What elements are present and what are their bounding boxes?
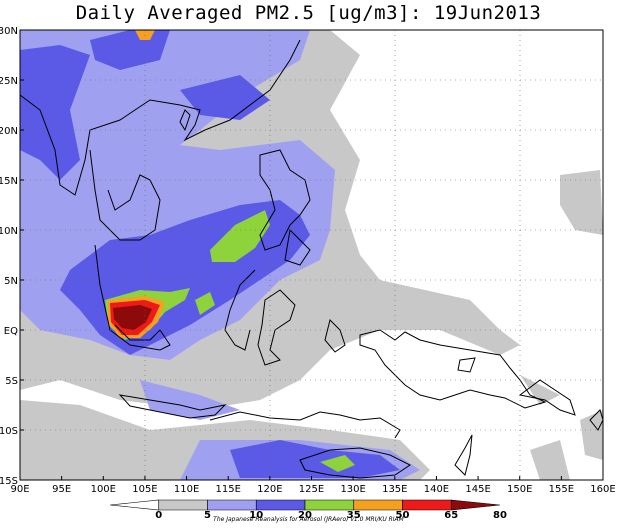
lon-label: 140E — [424, 484, 449, 495]
colorbar-label: 0 — [155, 510, 162, 521]
lon-label: 125E — [299, 484, 324, 495]
latitude-labels: 30N 25N 20N 15N 10N 5N EQ 5S 10S 15S — [0, 26, 24, 487]
lat-label: EQ — [4, 326, 18, 337]
lon-label: 100E — [91, 484, 116, 495]
map-title: Daily Averaged PM2.5 [ug/m3]: 19Jun2013 — [75, 2, 542, 24]
lon-label: 150E — [507, 484, 532, 495]
lat-label: 25N — [0, 76, 18, 87]
colorbar-swatch — [207, 499, 257, 511]
lat-label: 5S — [5, 376, 18, 387]
lat-label: 10N — [0, 226, 18, 237]
lon-label: 135E — [382, 484, 407, 495]
colorbar-swatch — [304, 499, 355, 511]
lat-label: 30N — [0, 26, 18, 37]
lat-label: 20N — [0, 126, 18, 137]
credit-text: The Japanese Reanalysis for Aerosol (JRA… — [213, 516, 404, 523]
lon-label: 115E — [216, 484, 241, 495]
colorbar-swatch — [450, 499, 501, 511]
colorbar-label: 50 — [396, 510, 410, 521]
lon-label: 110E — [174, 484, 199, 495]
lon-label: 130E — [340, 484, 365, 495]
colorbar-label: 65 — [444, 510, 458, 521]
lon-label: 145E — [465, 484, 490, 495]
colorbar-swatch — [109, 499, 160, 511]
colorbar-label: 20 — [298, 510, 312, 521]
lon-label: 105E — [132, 484, 157, 495]
colorbar-swatch — [255, 499, 306, 511]
colorbar-swatch — [402, 499, 452, 511]
lat-label: 15S — [0, 476, 18, 487]
lon-label: 160E — [590, 484, 615, 495]
colorbar-label: 5 — [204, 510, 211, 521]
colorbar: 0 5 10 20 35 50 65 80 — [109, 499, 507, 521]
gridlines — [20, 30, 603, 480]
lon-label: 90E — [10, 484, 29, 495]
lat-label: 15N — [0, 176, 18, 187]
colorbar-swatch — [353, 499, 403, 511]
lon-label: 120E — [257, 484, 282, 495]
longitude-labels: 90E 95E 100E 105E 110E 115E 120E 125E 130E 135E 14… — [10, 476, 616, 495]
pm25-band-20-35 — [20, 45, 90, 180]
colorbar-label: 80 — [493, 510, 507, 521]
lon-label: 95E — [52, 484, 71, 495]
colorbar-label: 10 — [249, 510, 263, 521]
lon-label: 155E — [549, 484, 574, 495]
colorbar-swatch — [158, 499, 208, 511]
lat-label: 10S — [0, 426, 18, 437]
colorbar-label: 35 — [347, 510, 361, 521]
pm25-band-80-plus — [113, 305, 152, 330]
pm25-band-35-50 — [210, 210, 270, 262]
pm25-shading — [20, 30, 603, 480]
lat-label: 5N — [4, 276, 18, 287]
